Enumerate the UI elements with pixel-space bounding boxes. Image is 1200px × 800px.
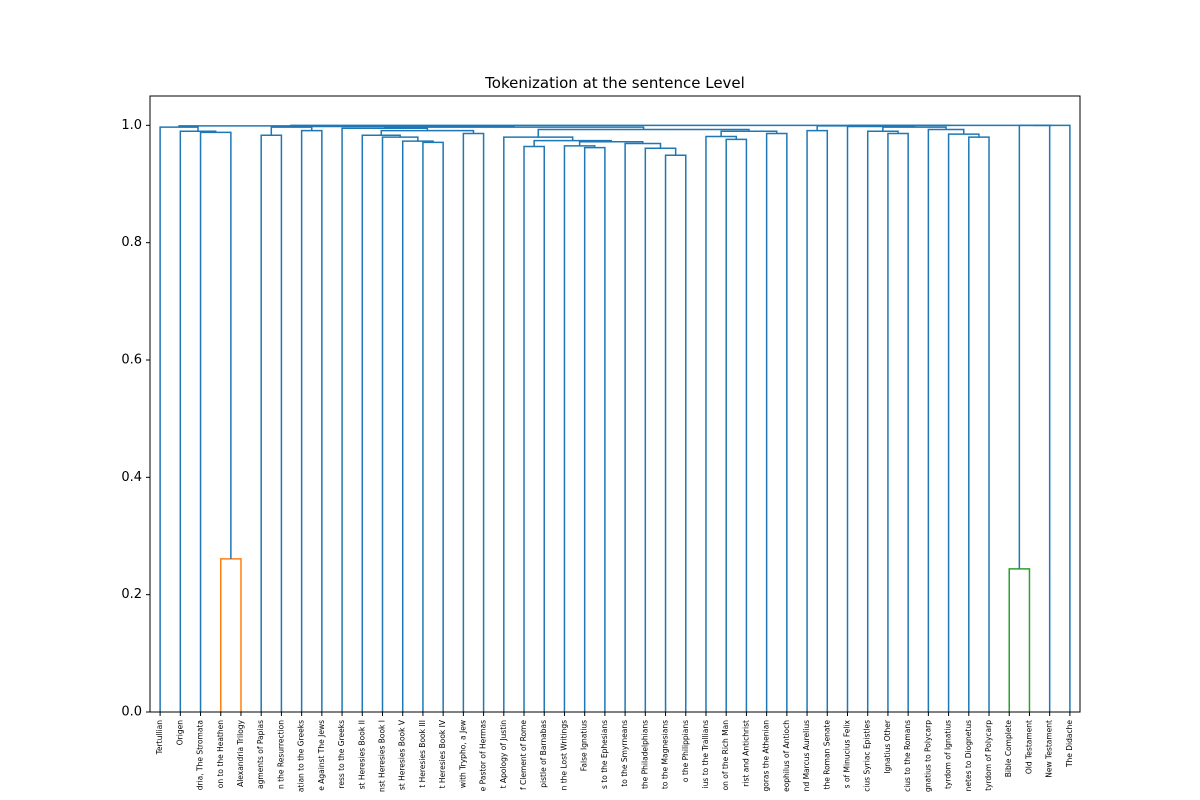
leaf-label: cius Syriac Epistles [863, 720, 872, 792]
leaf-label: pistle of Barnabas [539, 720, 548, 788]
chart-title: Tokenization at the sentence Level [484, 74, 745, 92]
dendrogram-link [533, 139, 612, 147]
dendrogram-link [422, 141, 444, 712]
leaf-label: goras the Athenian [762, 720, 771, 792]
leaf-label: n the Resurrection [276, 720, 285, 789]
leaf-label: ius to the Trallians [701, 720, 710, 788]
leaf-label: agments of Papias [256, 720, 265, 789]
leaf-label: tyrdom of Polycarp [984, 720, 993, 791]
dendrogram-link [361, 134, 401, 712]
leaf-label: o the Philippians [681, 720, 690, 782]
leaf-label: to the Smyrneans [620, 720, 629, 787]
y-tick-label: 0.6 [121, 353, 142, 368]
leaf-label: eophilus of Antioch [782, 720, 791, 792]
y-tick-label: 0.0 [121, 705, 142, 720]
leaf-label: f Clement of Rome [519, 720, 528, 790]
leaf-label: Ignatius Other [883, 719, 892, 774]
leaf-label: New Testament [1045, 720, 1054, 778]
leaf-label: on to the Heathen [216, 720, 225, 788]
leaf-label: st Heresies Book V [398, 719, 407, 790]
dendrogram-link [503, 136, 574, 712]
leaf-label: s of Minucius Felix [843, 719, 852, 788]
leaf-label: Origen [175, 720, 184, 745]
leaf-label: tyrdom of Ignatius [944, 720, 953, 789]
dendrogram-link [563, 145, 596, 712]
leaf-label: the Roman Senate [822, 720, 831, 790]
leaf-label: e Pastor of Hermas [479, 720, 488, 791]
y-tick-label: 0.2 [121, 587, 142, 602]
leaf-label: Old Testament [1024, 720, 1033, 774]
leaf-label: The Didache [1065, 720, 1074, 768]
leaf-label: False Ignatius [580, 720, 589, 771]
leaf-label: to the Magnesians [661, 720, 670, 789]
leaf-label: cius to the Romans [903, 720, 912, 792]
dendrogram-link [381, 136, 419, 712]
leaf-label: n the Lost Writings [559, 720, 568, 790]
leaf-label: st Heresies Book II [357, 720, 366, 789]
leaf-label: Tertullian [155, 720, 164, 756]
leaf-label: t Apology of Justin [499, 720, 508, 789]
leaf-label: nd Marcus Aurelius [802, 720, 811, 791]
dendrogram-link [290, 124, 951, 127]
leaf-label: gnatius to Polycarp [923, 720, 932, 792]
leaf-label: with Trypho, a Jew [458, 720, 467, 788]
dendrogram-link [583, 146, 606, 712]
leaf-label: the Philadelphians [640, 720, 649, 789]
leaf-label: e Against The Jews [317, 720, 326, 791]
dendrogram-link [290, 125, 515, 128]
dendrogram-link [765, 132, 788, 712]
y-tick-label: 0.4 [121, 470, 142, 485]
dendrogram-link [341, 127, 429, 712]
leaf-label: t Heresies Book IV [438, 719, 447, 788]
dendrogram-link [968, 136, 990, 712]
leaf-label: rist and Antichrist [741, 720, 750, 787]
leaf-label: t Heresies Book III [418, 720, 427, 788]
leaf-label: ress to the Greeks [337, 720, 346, 789]
leaf-label: netes to Diognetus [964, 720, 973, 791]
y-tick-label: 0.8 [121, 235, 142, 250]
leaf-label: nst Heresies Book I [378, 720, 387, 792]
dendrogram-link [462, 132, 485, 712]
leaf-label: Alexandria Trilogy [236, 719, 245, 786]
plot-frame [149, 95, 1081, 713]
dendrogram-link [887, 132, 909, 712]
leaf-label: dria, The Stromata [196, 720, 205, 790]
leaf-label: Bible Complete [1004, 720, 1013, 778]
y-tick-label: 1.0 [121, 118, 142, 133]
dendrogram-link [260, 134, 283, 712]
leaf-label: s to the Ephesians [600, 720, 609, 789]
leaf-label: on of the Rich Man [721, 720, 730, 791]
leaf-label: atian to the Greeks [297, 720, 306, 792]
